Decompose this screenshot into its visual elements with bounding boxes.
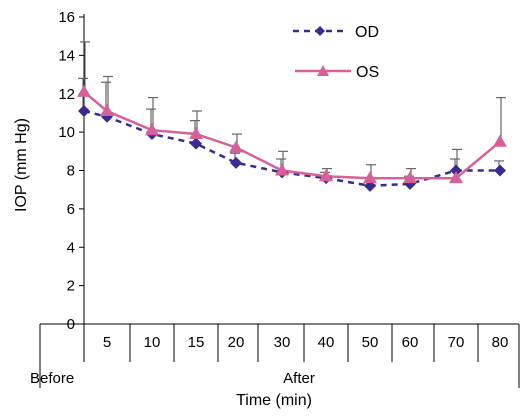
x-tick-label: 20 <box>228 334 245 351</box>
x-tick-label: 30 <box>274 334 291 351</box>
y-tick-label: 10 <box>58 124 75 141</box>
point-os <box>449 171 463 184</box>
point-os <box>145 123 159 136</box>
series-line-od <box>83 109 500 188</box>
point-od <box>230 156 242 169</box>
x-group-label-after: After <box>283 370 315 387</box>
y-axis-title: IOP (mm Hg) <box>13 118 30 212</box>
axes <box>39 14 520 388</box>
y-tick-label: 4 <box>67 239 75 256</box>
legend: OD OS <box>293 24 379 81</box>
x-tick-label: 60 <box>402 334 419 351</box>
y-axis-ticks: 0 2 4 6 8 10 12 14 16 <box>58 9 84 333</box>
x-tick-label: 10 <box>144 334 161 351</box>
x-axis-title: Time (min) <box>236 392 312 409</box>
error-bars <box>78 41 506 186</box>
series-lines <box>83 90 501 188</box>
y-tick-label: 14 <box>58 47 75 64</box>
point-os <box>319 169 333 182</box>
point-os <box>189 127 203 140</box>
point-os <box>275 163 289 176</box>
x-tick-label: 80 <box>492 334 509 351</box>
y-tick-label: 16 <box>58 9 75 26</box>
point-od <box>494 164 506 177</box>
legend-label-od: OD <box>355 24 379 41</box>
point-os <box>363 171 377 184</box>
point-os <box>493 134 507 147</box>
x-tick-label: 5 <box>103 334 111 351</box>
x-group-label-before: Before <box>30 370 74 387</box>
x-tick-label: 15 <box>188 334 205 351</box>
y-tick-label: 12 <box>58 86 75 103</box>
point-os <box>100 104 114 117</box>
point-od <box>450 164 462 177</box>
y-tick-label: 2 <box>67 278 75 295</box>
point-os <box>229 140 243 153</box>
y-tick-label: 6 <box>67 201 75 218</box>
point-os <box>403 171 417 184</box>
legend-label-os: OS <box>356 64 379 81</box>
point-os <box>77 84 91 97</box>
series-markers <box>77 84 507 192</box>
point-od <box>190 137 202 150</box>
point-od <box>78 105 90 118</box>
legend-marker-os <box>317 65 329 76</box>
y-tick-label: 8 <box>67 163 75 180</box>
x-tick-label: 40 <box>318 334 335 351</box>
x-tick-label: 50 <box>362 334 379 351</box>
y-tick-label: 0 <box>67 316 75 333</box>
x-axis-ticks: 5 10 15 20 30 40 50 60 70 80 <box>103 334 509 351</box>
x-tick-label: 70 <box>448 334 465 351</box>
legend-marker-od <box>315 26 325 36</box>
